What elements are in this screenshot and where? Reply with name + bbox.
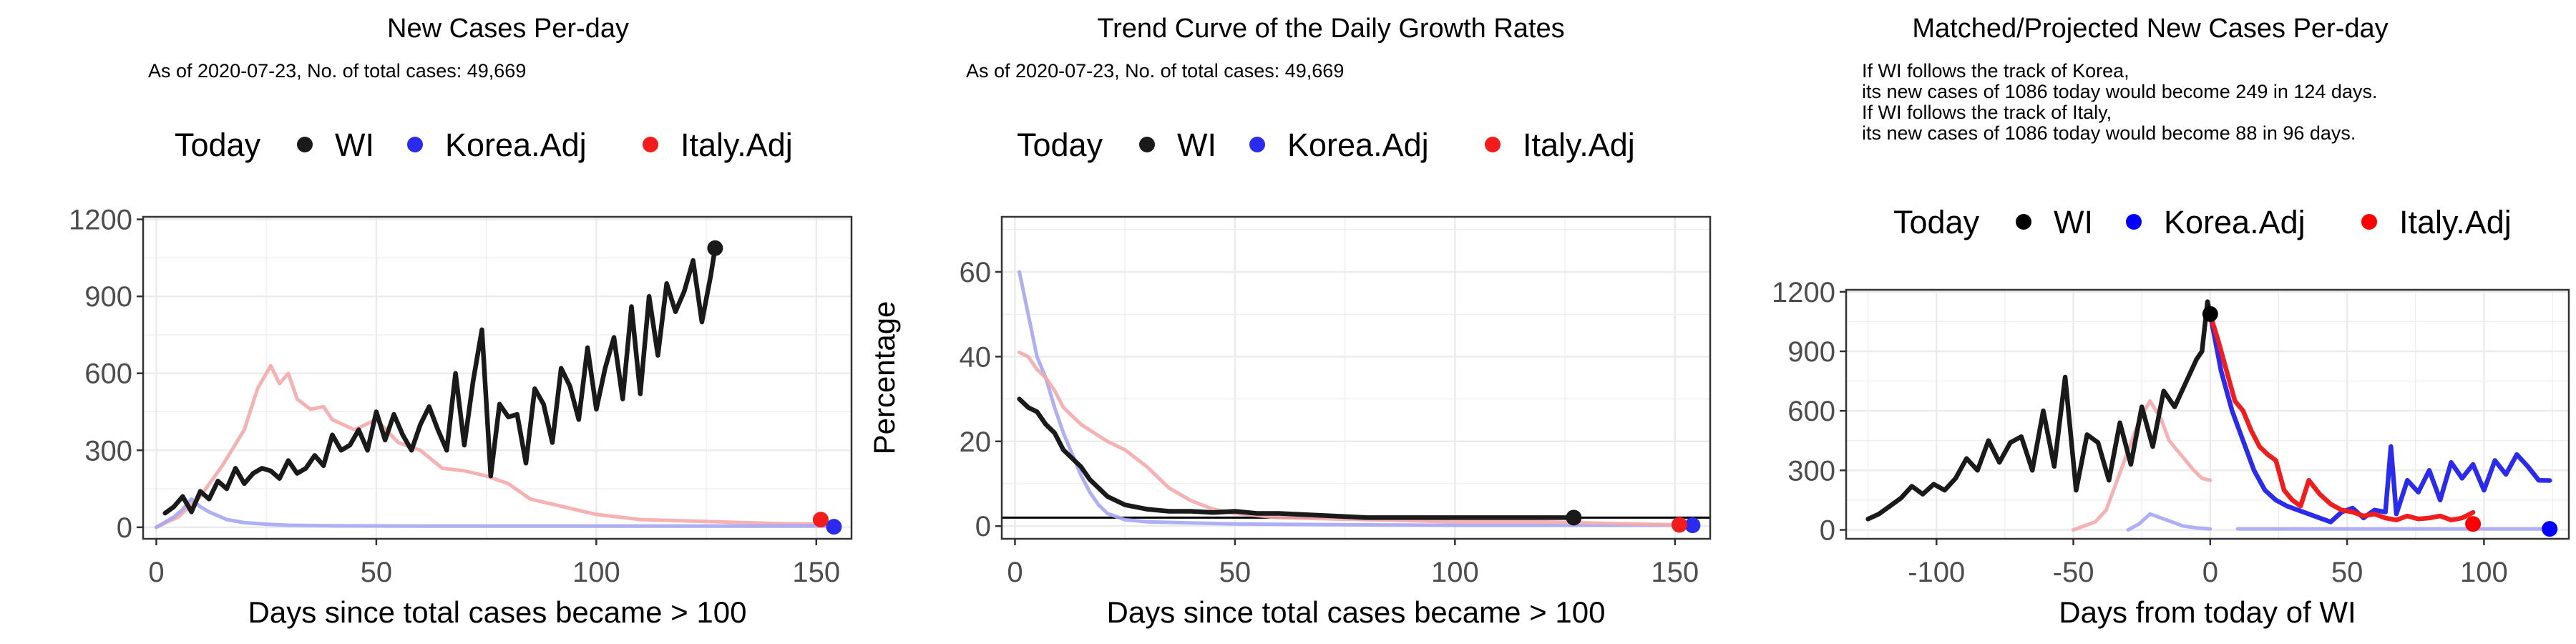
today-point-wi — [2202, 306, 2218, 322]
today-point-italy-adj — [812, 512, 829, 528]
chart-subtitle-line: If WI follows the track of Italy, — [1862, 102, 2112, 123]
x-tick-label: 0 — [148, 557, 164, 588]
legend: Today WI Korea.Adj Italy.Adj — [175, 127, 793, 163]
series-line-korea-adj-past — [2126, 512, 2212, 532]
x-tick-label: 50 — [1219, 557, 1252, 588]
y-tick-label: 1200 — [69, 205, 132, 236]
today-point-italy-adj — [1671, 517, 1687, 533]
series-line-korea-adj — [154, 497, 841, 530]
chart-panel-projected: Matched/Projected New Cases Per-day If WI… — [1717, 0, 2576, 644]
today-point-korea-adj — [1684, 517, 1701, 534]
y-tick-label: 0 — [1820, 515, 1835, 547]
series-line-italy-adj — [2207, 312, 2476, 522]
legend-key-italy-adj — [643, 137, 658, 152]
y-tick-label: 600 — [1787, 396, 1835, 427]
series-group — [154, 245, 841, 530]
y-tick-label: 1200 — [1772, 277, 1835, 308]
today-point-italy-adj — [2465, 516, 2482, 532]
legend: Today WI Korea.Adj Italy.Adj — [1017, 127, 1635, 163]
x-tick-label: 0 — [2202, 557, 2218, 588]
legend-label-korea-adj: Korea.Adj — [445, 127, 587, 163]
today-point-wi — [1566, 509, 1582, 526]
legend-label-italy-adj: Italy.Adj — [2399, 204, 2512, 240]
x-tick-label: 150 — [792, 557, 840, 588]
chart-subtitle-line: As of 2020-07-23, No. of total cases: 49… — [966, 60, 1344, 82]
legend-key-italy-adj — [2361, 214, 2377, 230]
y-tick-label: 0 — [975, 511, 991, 542]
x-axis-title: Days from today of WI — [2059, 595, 2356, 629]
series-line-wi — [1865, 299, 2213, 522]
series-group — [1017, 270, 1694, 527]
series-line-italy-adj — [1018, 351, 1682, 527]
plot-area — [1846, 290, 2569, 539]
series-line-korea-adj — [2207, 312, 2552, 525]
y-axis-title: Percentage — [867, 301, 901, 455]
y-tick-label: 300 — [1787, 455, 1835, 487]
legend-key-wi — [297, 137, 313, 152]
x-tick-label: 100 — [572, 557, 620, 588]
x-tick-label: 100 — [2460, 557, 2508, 588]
x-tick-label: 0 — [1007, 557, 1023, 588]
x-tick-label: 150 — [1651, 557, 1699, 588]
series-group — [1865, 299, 2552, 532]
legend-title: Today — [1017, 127, 1103, 163]
series-line-wi — [1017, 396, 1576, 520]
legend-label-wi: WI — [1177, 127, 1216, 163]
x-axis-title: Days since total cases became > 100 — [1107, 595, 1606, 629]
today-point-wi — [707, 240, 723, 256]
legend-label-italy-adj: Italy.Adj — [680, 127, 793, 163]
x-tick-label: 50 — [2331, 557, 2363, 588]
legend: Today WI Korea.Adj Italy.Adj — [1893, 204, 2512, 240]
grid-lines — [143, 217, 852, 539]
y-tick-label: 0 — [117, 512, 132, 544]
chart-projected: Matched/Projected New Cases Per-day If WI… — [1772, 14, 2570, 629]
plot-area — [1002, 217, 1710, 539]
chart-panel-new-cases: New Cases Per-day As of 2020-07-23, No. o… — [0, 0, 859, 644]
y-tick-label: 20 — [960, 426, 992, 458]
legend-label-wi: WI — [2054, 204, 2093, 240]
legend-label-korea-adj: Korea.Adj — [2164, 204, 2306, 240]
series-line-italy-adj-past — [2072, 399, 2212, 532]
y-tick-label: 60 — [960, 257, 992, 288]
today-point-korea-adj — [2542, 521, 2558, 537]
x-tick-label: 50 — [361, 557, 393, 588]
chart-new-cases: New Cases Per-day As of 2020-07-23, No. o… — [69, 14, 853, 629]
plot-border — [142, 215, 853, 540]
legend-key-italy-adj — [1485, 137, 1501, 152]
legend-title: Today — [175, 127, 261, 163]
chart-subtitle-line: As of 2020-07-23, No. of total cases: 49… — [148, 60, 526, 82]
y-tick-label: 300 — [84, 435, 132, 467]
plot-area — [143, 217, 852, 539]
y-tick-label: 40 — [960, 341, 992, 373]
legend-key-korea-adj — [407, 137, 423, 152]
legend-key-wi — [2016, 214, 2031, 230]
plot-border — [1000, 215, 1712, 540]
chart-panel-growth-rates: Trend Curve of the Daily Growth Rates As … — [859, 0, 1717, 644]
chart-subtitle-line: its new cases of 1086 today would become… — [1862, 81, 2377, 102]
legend-label-wi: WI — [335, 127, 374, 163]
series-line-wi — [162, 245, 718, 516]
x-tick-label: -50 — [2053, 557, 2094, 588]
x-tick-label: 100 — [1431, 557, 1479, 588]
chart-title: Trend Curve of the Daily Growth Rates — [1097, 14, 1564, 44]
chart-growth-rates: Trend Curve of the Daily Growth Rates As … — [867, 14, 1712, 629]
legend-label-italy-adj: Italy.Adj — [1523, 127, 1635, 163]
y-tick-label: 900 — [1787, 336, 1835, 368]
chart-subtitle-line: If WI follows the track of Korea, — [1862, 60, 2129, 82]
today-point-korea-adj — [826, 519, 842, 535]
plot-border — [1845, 288, 2570, 540]
x-axis-title: Days since total cases became > 100 — [248, 595, 747, 629]
legend-title: Today — [1893, 204, 1980, 240]
y-tick-label: 900 — [84, 281, 132, 313]
legend-label-korea-adj: Korea.Adj — [1287, 127, 1429, 163]
legend-key-wi — [1139, 137, 1155, 152]
chart-subtitle-line: its new cases of 1086 today would become… — [1862, 122, 2356, 144]
legend-key-korea-adj — [2126, 214, 2142, 230]
chart-title: New Cases Per-day — [387, 14, 629, 44]
y-tick-label: 600 — [84, 358, 132, 390]
legend-key-korea-adj — [1249, 137, 1265, 152]
chart-title: Matched/Projected New Cases Per-day — [1912, 14, 2388, 44]
x-tick-label: -100 — [1908, 557, 1965, 588]
